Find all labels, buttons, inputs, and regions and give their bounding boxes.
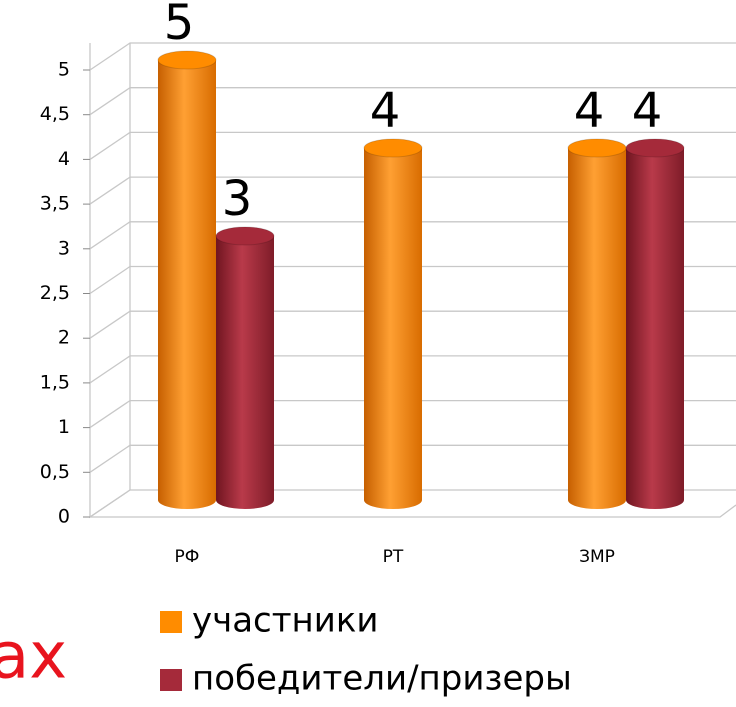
y-tick-label: 4: [58, 148, 70, 170]
y-tick-label: 3,5: [40, 193, 70, 215]
bar-top: [363, 138, 423, 158]
data-label: 5: [164, 0, 195, 51]
legend-swatch: [160, 669, 182, 691]
grid-line: [89, 176, 736, 205]
grid-line: [89, 399, 736, 429]
bar: [158, 60, 216, 509]
bar-top: [567, 138, 627, 158]
bar-top: [157, 50, 217, 70]
grid-line: [89, 265, 736, 295]
data-label: 4: [370, 83, 401, 139]
legend-swatch: [160, 611, 182, 633]
data-label: 4: [574, 83, 605, 139]
x-tick-label: РТ: [383, 547, 404, 567]
annotation: ах: [0, 620, 67, 694]
bar: [216, 236, 274, 509]
bar: [364, 148, 422, 509]
grid-line: [89, 42, 736, 71]
x-tick-label: ЗМР: [579, 547, 615, 567]
data-label: 4: [632, 83, 663, 139]
y-tick-label: 1: [58, 416, 70, 438]
y-tick-label: 0,5: [40, 461, 70, 483]
legend-label: участники: [192, 601, 379, 641]
bar: [626, 148, 684, 509]
grid-line: [89, 310, 736, 339]
bar-top: [215, 226, 275, 246]
y-tick-label: 0: [58, 506, 70, 528]
floor-edge: [90, 504, 736, 518]
y-tick-label: 2,5: [40, 282, 70, 304]
grid-line: [89, 444, 736, 473]
y-tick-label: 1,5: [40, 371, 70, 393]
x-tick-label: РФ: [175, 547, 200, 567]
grid-line: [89, 87, 736, 116]
y-tick-label: 4,5: [40, 103, 70, 125]
grid-line: [89, 131, 736, 160]
legend-label: победители/призеры: [192, 659, 572, 699]
y-tick-label: 5: [58, 59, 70, 81]
grid-line: [89, 355, 736, 384]
bar-top: [625, 138, 685, 158]
data-label: 3: [222, 171, 253, 227]
grid-line: [89, 489, 736, 518]
grid-line: [89, 221, 736, 250]
y-tick-label: 2: [58, 327, 70, 349]
bar: [568, 148, 626, 509]
y-tick-label: 3: [58, 237, 70, 259]
